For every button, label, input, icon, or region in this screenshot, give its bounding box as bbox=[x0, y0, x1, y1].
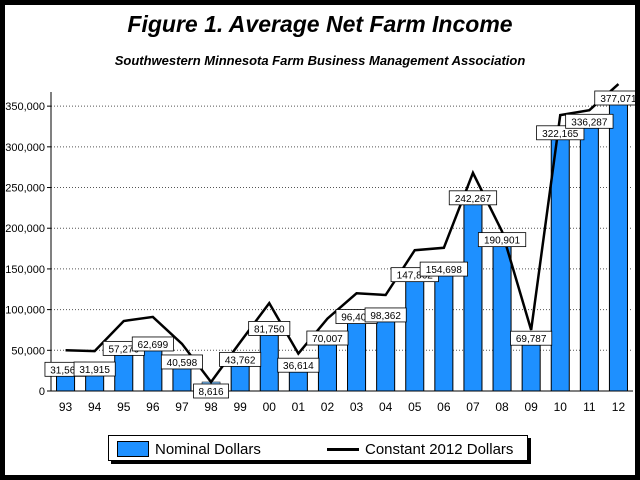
data-label: 322,165 bbox=[542, 129, 579, 140]
data-label: 31,567 bbox=[50, 365, 81, 376]
data-label: 40,598 bbox=[167, 358, 198, 369]
data-label: 336,287 bbox=[571, 117, 608, 128]
data-label-box bbox=[131, 336, 174, 352]
data-label: 147,862 bbox=[397, 271, 434, 282]
legend: Nominal Dollars Constant 2012 Dollars bbox=[108, 435, 528, 461]
bar bbox=[347, 312, 367, 392]
x-tick-label: 12 bbox=[612, 400, 626, 414]
y-tick-label: 150,000 bbox=[5, 264, 45, 276]
data-label: 377,071 bbox=[600, 94, 635, 105]
bar bbox=[405, 270, 425, 392]
bar bbox=[492, 235, 512, 392]
x-tick-label: 11 bbox=[583, 400, 596, 414]
y-tick-label: 250,000 bbox=[5, 183, 45, 195]
chart-subtitle: Southwestern Minnesota Farm Business Man… bbox=[114, 53, 526, 68]
legend-line-swatch bbox=[327, 447, 359, 451]
x-tick-label: 10 bbox=[554, 400, 568, 414]
y-tick-label: 50,000 bbox=[11, 345, 45, 357]
x-tick-label: 98 bbox=[204, 400, 218, 414]
x-tick-label: 04 bbox=[379, 400, 393, 414]
data-label: 98,362 bbox=[370, 311, 401, 322]
data-label-box bbox=[219, 351, 262, 367]
data-label-box bbox=[193, 383, 229, 399]
x-tick-label: 99 bbox=[233, 400, 247, 414]
y-tick-label: 100,000 bbox=[5, 305, 45, 317]
constant-dollars-line bbox=[65, 83, 620, 385]
x-tick-label: 05 bbox=[408, 400, 422, 414]
data-label: 57,276 bbox=[108, 344, 139, 355]
data-label: 31,915 bbox=[79, 365, 110, 376]
data-label: 242,267 bbox=[455, 194, 492, 205]
data-label-box bbox=[248, 321, 291, 336]
data-label: 69,787 bbox=[516, 334, 547, 345]
x-tick-label: 02 bbox=[321, 400, 335, 414]
x-tick-label: 09 bbox=[524, 400, 538, 414]
x-tick-label: 93 bbox=[59, 400, 73, 414]
data-label-box bbox=[565, 113, 614, 129]
bar-line-chart: 0 50,000 100,000 150,000 200,000 250,000 300,0… bbox=[5, 83, 635, 414]
data-label-box bbox=[306, 330, 349, 346]
x-tick-label: 01 bbox=[292, 400, 306, 414]
y-tick-label: 200,000 bbox=[5, 223, 45, 235]
y-tick-label: 350,000 bbox=[5, 101, 45, 113]
data-label-box bbox=[419, 261, 468, 277]
bar bbox=[434, 264, 454, 392]
data-label-box bbox=[448, 190, 498, 206]
data-label: 36,614 bbox=[283, 361, 314, 372]
bar bbox=[376, 310, 396, 392]
data-label-box bbox=[160, 354, 203, 370]
data-label-box bbox=[477, 232, 527, 248]
data-label-box bbox=[536, 125, 585, 141]
data-label: 8,616 bbox=[199, 387, 224, 398]
data-label-box bbox=[73, 361, 116, 377]
data-label: 70,007 bbox=[312, 334, 343, 345]
legend-bar-swatch bbox=[117, 441, 149, 457]
data-label: 62,699 bbox=[138, 340, 169, 351]
legend-item-nominal: Nominal Dollars bbox=[117, 440, 261, 458]
x-tick-label: 96 bbox=[146, 400, 160, 414]
bar bbox=[463, 193, 483, 392]
legend-label-constant: Constant 2012 Dollars bbox=[365, 440, 514, 458]
x-tick-label: 95 bbox=[117, 400, 131, 414]
y-tick-label: 300,000 bbox=[5, 142, 45, 154]
x-tick-label: 00 bbox=[263, 400, 277, 414]
data-label-box bbox=[277, 357, 320, 373]
x-tick-label: 08 bbox=[495, 400, 509, 414]
legend-item-constant: Constant 2012 Dollars bbox=[327, 440, 513, 458]
data-label: 81,750 bbox=[254, 324, 285, 335]
x-tick-label: 06 bbox=[437, 400, 451, 414]
bar bbox=[579, 116, 599, 392]
data-label: 43,762 bbox=[225, 355, 256, 366]
chart-title: Figure 1. Average Net Farm Income bbox=[127, 11, 513, 37]
data-label: 154,698 bbox=[426, 265, 463, 276]
y-tick-label: 0 bbox=[39, 386, 45, 398]
data-label-box bbox=[594, 90, 635, 106]
x-tick-label: 94 bbox=[88, 400, 102, 414]
data-label-box bbox=[510, 330, 553, 346]
x-tick-label: 97 bbox=[175, 400, 189, 414]
data-label: 190,901 bbox=[484, 236, 521, 247]
bar bbox=[608, 97, 628, 392]
data-label-box bbox=[364, 307, 407, 323]
x-tick-label: 03 bbox=[350, 400, 364, 414]
x-tick-label: 07 bbox=[466, 400, 480, 414]
legend-label-nominal: Nominal Dollars bbox=[155, 440, 261, 458]
data-label: 96,404 bbox=[341, 313, 372, 324]
